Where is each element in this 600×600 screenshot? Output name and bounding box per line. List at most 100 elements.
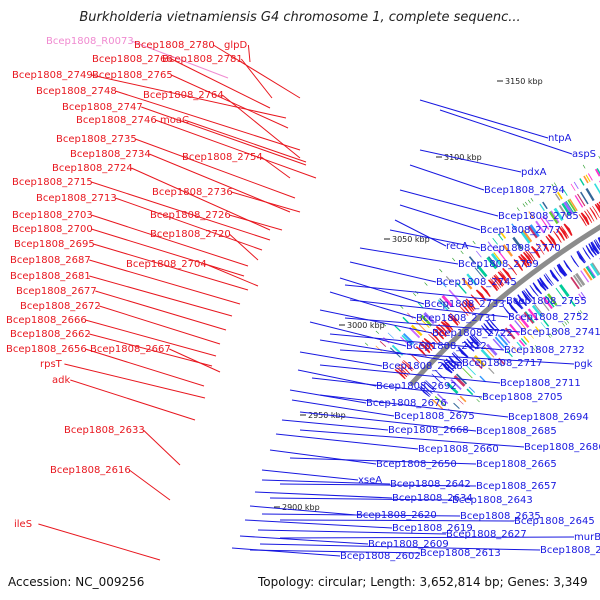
- gene-label-right[interactable]: Bcep1808_2643: [452, 495, 533, 506]
- leader-line: [319, 339, 463, 364]
- gene-label-right[interactable]: Bcep1808_2731: [416, 313, 497, 324]
- gene-label-right[interactable]: Bcep1808_2676: [366, 398, 447, 409]
- gene-label-right[interactable]: Bcep1808_2657: [476, 481, 557, 492]
- forward-gene-arrow: [447, 314, 459, 326]
- gene-label-right[interactable]: Bcep1808_2717: [462, 358, 543, 369]
- gene-label-left[interactable]: Bcep1808_2735: [56, 134, 137, 145]
- gene-label-right[interactable]: Bcep1808_2698: [382, 361, 463, 372]
- gene-label-right[interactable]: Bcep1808_2609: [368, 539, 449, 550]
- forward-gene-arrow: [499, 270, 509, 282]
- forward-gene-arrow: [401, 361, 413, 372]
- cog-category-block: [468, 256, 476, 264]
- gene-label-right[interactable]: Bcep1808_2613: [420, 548, 501, 559]
- gene-label-left[interactable]: ileS: [14, 519, 32, 530]
- gene-label-left[interactable]: Bcep1808_2700: [12, 224, 93, 235]
- cog-category-block: [453, 375, 466, 387]
- gene-label-left[interactable]: rpsT: [40, 359, 63, 370]
- cog-category-block: [587, 173, 593, 181]
- gene-label-right[interactable]: Bcep1808_2741: [520, 327, 600, 338]
- gene-label-right[interactable]: ntpA: [548, 133, 572, 144]
- gene-label-right[interactable]: Bcep1808_2711: [500, 378, 581, 389]
- gene-label-right[interactable]: Bcep1808_2755: [506, 296, 587, 307]
- gene-label-right[interactable]: murB: [574, 532, 600, 543]
- cog-category-block: [528, 332, 534, 339]
- gene-label-left[interactable]: Bcep1808_2672: [20, 301, 101, 312]
- gene-label-right[interactable]: Bcep1808_2722: [432, 328, 513, 339]
- gene-label-left[interactable]: Bcep1808_2766: [92, 54, 173, 65]
- gene-label-left[interactable]: Bcep1808_2726: [150, 210, 231, 221]
- gene-label-right[interactable]: Bcep1808_2665: [476, 459, 557, 470]
- gene-label-right[interactable]: Bcep1808_2759: [458, 259, 539, 270]
- gene-label-left[interactable]: Bcep1808_2781: [162, 54, 243, 65]
- gene-label-right[interactable]: Bcep1808_2692: [376, 381, 457, 392]
- gene-label-right[interactable]: Bcep1808_2675: [394, 411, 475, 422]
- gene-label-left[interactable]: Bcep1808_2704: [126, 259, 207, 270]
- gene-label-right[interactable]: Bcep1808_2642: [390, 479, 471, 490]
- gene-label-right[interactable]: pgk: [574, 359, 593, 370]
- marker-dot: [472, 240, 476, 245]
- gene-label-left[interactable]: Bcep1808_2780: [134, 40, 215, 51]
- forward-gene-arrow: [394, 369, 406, 380]
- gene-label-left[interactable]: Bcep1808_2703: [12, 210, 93, 221]
- gene-label-right[interactable]: Bcep1808_2635: [460, 511, 541, 522]
- gene-label-right[interactable]: xseA: [358, 475, 382, 486]
- gene-label-right[interactable]: Bcep1808_2602: [340, 551, 421, 562]
- gene-label-left[interactable]: Bcep1808_2666: [6, 315, 87, 326]
- gene-label-left[interactable]: Bcep1808_2616: [50, 465, 131, 476]
- gene-label-right[interactable]: Bcep1808_2712: [406, 341, 487, 352]
- gene-label-left[interactable]: Bcep1808_2746: [76, 115, 157, 126]
- gene-label-left[interactable]: Bcep1808_2749: [12, 70, 93, 81]
- gene-label-right[interactable]: Bcep1808_2777: [480, 225, 561, 236]
- gene-label-left[interactable]: Bcep1808_2687: [10, 255, 91, 266]
- gene-label-right[interactable]: Bcep1808_2770: [480, 243, 561, 254]
- cog-category-block: [580, 270, 590, 283]
- gene-label-right[interactable]: Bcep1808_2619: [392, 523, 473, 534]
- gene-label-right[interactable]: aspS: [572, 149, 596, 160]
- gene-label-left[interactable]: Bcep1808_2715: [12, 177, 93, 188]
- gene-label-right[interactable]: Bcep1808_2627: [446, 529, 527, 540]
- gene-label-right[interactable]: Bcep1808_2645: [514, 516, 595, 527]
- cog-category-block: [534, 304, 544, 316]
- gene-label-right[interactable]: pdxA: [521, 167, 547, 178]
- gene-label-left[interactable]: Bcep1808_2713: [36, 193, 117, 204]
- gene-label-left[interactable]: Bcep1808_2765: [92, 70, 173, 81]
- gene-label-left[interactable]: Bcep1808_2748: [36, 86, 117, 97]
- gene-label-right[interactable]: Bcep1808_2620: [356, 510, 437, 521]
- gene-label-left[interactable]: moaC: [160, 115, 189, 126]
- gene-label-left[interactable]: adk: [52, 375, 70, 386]
- gene-label-right[interactable]: Bcep1808_2794: [484, 185, 565, 196]
- gene-label-right[interactable]: Bcep1808_2686: [524, 442, 600, 453]
- gene-label-left[interactable]: Bcep1808_2667: [90, 344, 171, 355]
- gene-label-left[interactable]: Bcep1808_2724: [52, 163, 133, 174]
- gene-label-right[interactable]: Bcep1808_2668: [388, 425, 469, 436]
- gene-label-left[interactable]: Bcep1808_2734: [70, 149, 151, 160]
- gene-label-left[interactable]: Bcep1808_2747: [62, 102, 143, 113]
- gene-label-left[interactable]: Bcep1808_2720: [150, 229, 231, 240]
- gene-label-right[interactable]: Bcep1808_2733: [424, 299, 505, 310]
- gene-label-left[interactable]: Bcep1808_2656: [6, 344, 87, 355]
- gene-label-left[interactable]: glpD: [224, 40, 247, 51]
- gene-label-left[interactable]: Bcep1808_R0073: [46, 36, 134, 47]
- gene-label-left[interactable]: Bcep1808_2695: [14, 239, 95, 250]
- gene-label-left[interactable]: Bcep1808_2736: [152, 187, 233, 198]
- leader-line: [329, 333, 505, 351]
- gene-label-right[interactable]: Bcep1808_2752: [508, 312, 589, 323]
- gene-label-right[interactable]: Bcep1808_2660: [418, 444, 499, 455]
- gene-label-left[interactable]: Bcep1808_2633: [64, 425, 145, 436]
- gene-label-right[interactable]: Bcep1808_2745: [436, 277, 517, 288]
- gene-label-right[interactable]: Bcep1808_2628: [540, 545, 600, 556]
- gene-label-left[interactable]: Bcep1808_2754: [182, 152, 263, 163]
- gene-label-right[interactable]: Bcep1808_2634: [392, 493, 473, 504]
- gene-label-right[interactable]: Bcep1808_2650: [376, 459, 457, 470]
- gene-label-left[interactable]: Bcep1808_2677: [16, 286, 97, 297]
- gene-label-left[interactable]: Bcep1808_2764: [143, 90, 224, 101]
- gene-label-left[interactable]: Bcep1808_2681: [10, 271, 91, 282]
- gene-label-right[interactable]: recA: [446, 241, 469, 252]
- gene-label-right[interactable]: Bcep1808_2785: [498, 211, 579, 222]
- gene-label-right[interactable]: Bcep1808_2694: [508, 412, 589, 423]
- gene-label-left[interactable]: Bcep1808_2662: [10, 329, 91, 340]
- cog-category-block: [535, 220, 545, 234]
- gene-label-right[interactable]: Bcep1808_2732: [504, 345, 585, 356]
- gene-label-right[interactable]: Bcep1808_2705: [482, 392, 563, 403]
- gene-label-right[interactable]: Bcep1808_2685: [476, 426, 557, 437]
